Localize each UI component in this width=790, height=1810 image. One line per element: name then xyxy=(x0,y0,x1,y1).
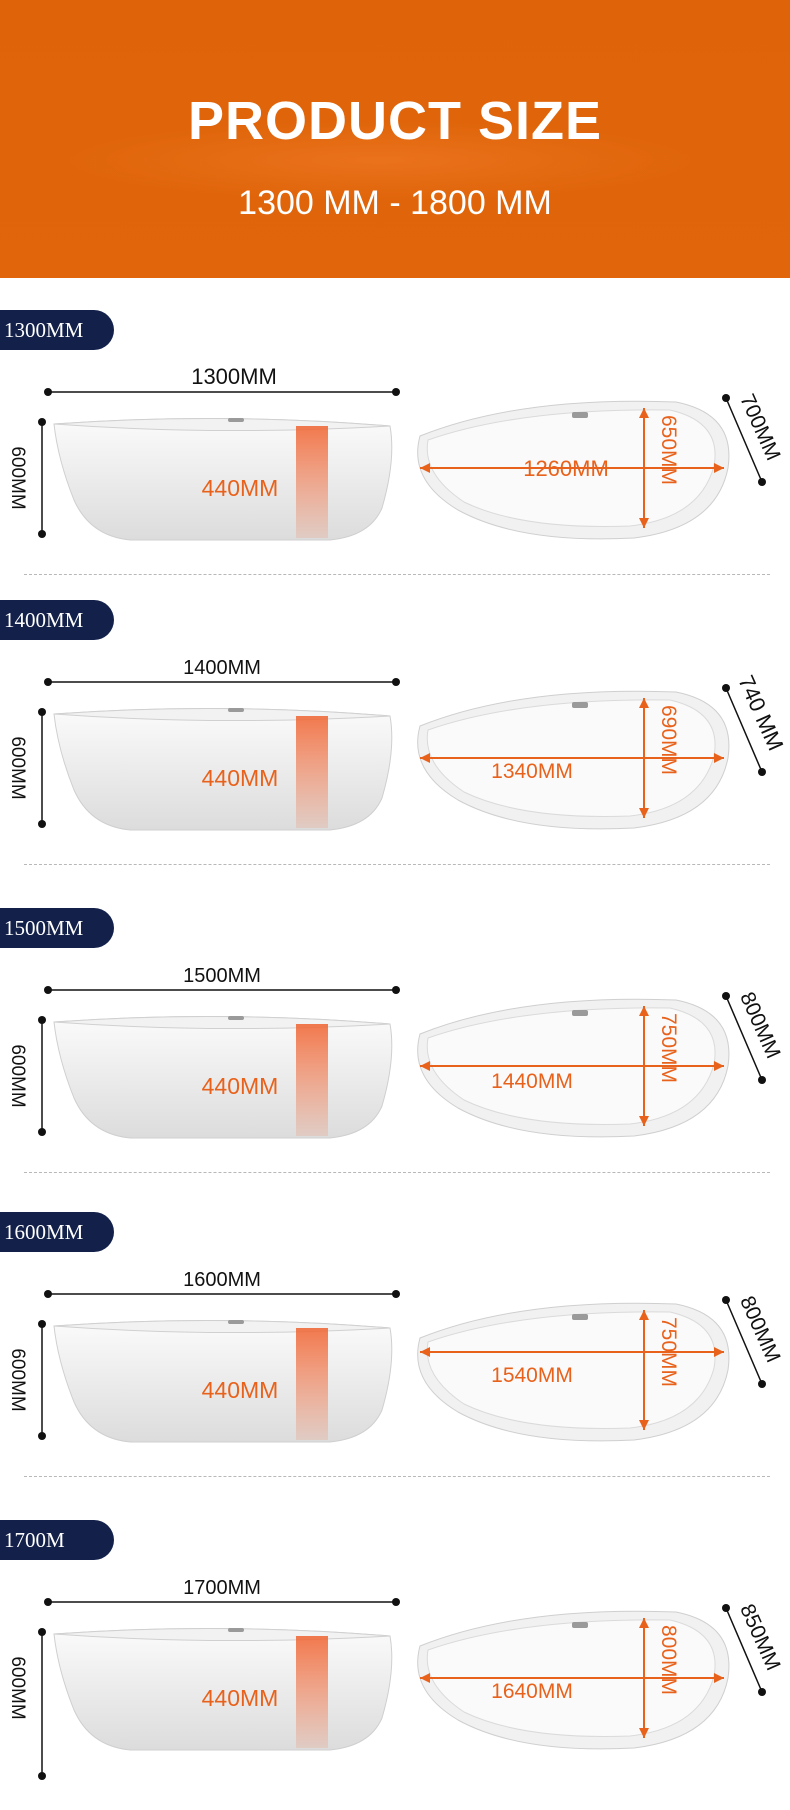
size-section-1600: 1600MM 1600MM 600MM 440MM xyxy=(0,1212,790,1502)
size-section-1700: 1700M 1700MM 600MM 440MM xyxy=(0,1520,790,1810)
depth-label: 440MM xyxy=(202,1377,279,1403)
tub-top-view: 1440MM 750MM 800MM xyxy=(417,989,785,1138)
tub-top-view: 1640MM 800MM 850MM xyxy=(417,1601,785,1750)
length-label: 1600MM xyxy=(183,1269,261,1291)
depth-label: 440MM xyxy=(202,1685,279,1711)
depth-label: 440MM xyxy=(202,475,279,501)
section-divider xyxy=(24,1476,770,1477)
inner-width-label: 750MM xyxy=(657,1013,680,1083)
inner-length-label: 1540MM xyxy=(491,1364,573,1387)
height-label: 600MM xyxy=(7,446,28,509)
depth-marker xyxy=(296,716,328,828)
depth-label: 440MM xyxy=(202,1073,279,1099)
size-badge: 1300MM xyxy=(0,310,114,350)
tub-diagram: 1600MM 600MM 440MM 1540MM 750MM 800 xyxy=(7,1269,785,1443)
height-dimension: 600MM xyxy=(7,1628,46,1780)
length-dimension: 1400MM xyxy=(44,657,400,686)
height-label: 600MM xyxy=(7,1348,28,1411)
page-subtitle: 1300 MM - 1800 MM xyxy=(238,184,552,222)
page-title: PRODUCT SIZE xyxy=(187,91,603,151)
depth-marker xyxy=(296,1636,328,1748)
inner-width-label: 750MM xyxy=(657,1317,680,1387)
tub-side-view: 440MM xyxy=(53,1627,393,1751)
tub-top-view: 1340MM 690MM 740 MM xyxy=(417,672,788,830)
height-label: 600MM xyxy=(7,1044,28,1107)
header-banner: PRODUCT SIZE 1300 MM - 1800 MM xyxy=(0,0,790,278)
depth-label: 440MM xyxy=(202,765,279,791)
length-dimension: 1300MM xyxy=(44,364,400,396)
tub-diagram: 1700MM 600MM 440MM 1640MM 800MM 850 xyxy=(7,1577,785,1780)
size-badge: 1600MM xyxy=(0,1212,114,1252)
tub-diagram: 1400MM 600MM 440MM 1340MM 690MM 740 xyxy=(7,657,788,831)
height-label: 600MM xyxy=(7,1656,28,1719)
section-divider xyxy=(24,574,770,575)
depth-marker xyxy=(296,1328,328,1440)
height-dimension: 600MM xyxy=(7,1320,46,1440)
outer-width-label: 700MM xyxy=(735,391,784,464)
header-glow xyxy=(60,120,700,200)
tub-side-view: 440MM xyxy=(53,707,393,831)
tub-top-view: 1260MM 650MM 700MM xyxy=(417,391,785,540)
inner-length-label: 1440MM xyxy=(491,1070,573,1093)
height-dimension: 600MM xyxy=(7,708,46,828)
length-dimension: 1600MM xyxy=(44,1269,400,1298)
inner-length-label: 1640MM xyxy=(491,1680,573,1703)
length-label: 1700MM xyxy=(183,1577,261,1599)
length-dimension: 1700MM xyxy=(44,1577,400,1606)
inner-width-label: 690MM xyxy=(657,705,680,775)
tub-top-view: 1540MM 750MM 800MM xyxy=(417,1293,785,1442)
section-divider xyxy=(24,1172,770,1173)
depth-marker xyxy=(296,426,328,538)
height-dimension: 600MM xyxy=(7,418,46,538)
length-dimension: 1500MM xyxy=(44,965,400,994)
tub-side-view: 440MM xyxy=(53,1319,393,1443)
length-label: 1400MM xyxy=(183,657,261,679)
tub-diagram: 1300MM 600MM 440MM 1260MM 650MM xyxy=(7,364,785,541)
tub-side-view: 440MM xyxy=(53,1015,393,1139)
size-section-1300: 1300MM 1300MM 600MM 440MM xyxy=(0,310,790,600)
section-divider xyxy=(24,864,770,865)
depth-marker xyxy=(296,1024,328,1136)
tub-diagram: 1500MM 600MM 440MM 1440MM 750MM 800 xyxy=(7,965,785,1139)
size-badge: 1700M xyxy=(0,1520,114,1560)
outer-width-label: 800MM xyxy=(735,989,784,1062)
height-dimension: 600MM xyxy=(7,1016,46,1136)
inner-width-label: 650MM xyxy=(657,415,680,485)
length-label: 1500MM xyxy=(183,965,261,987)
length-label: 1300MM xyxy=(191,364,277,389)
outer-width-label: 800MM xyxy=(735,1293,784,1366)
size-badge: 1400MM xyxy=(0,600,114,640)
tub-side-view: 440MM xyxy=(53,417,393,541)
height-label: 600MM xyxy=(7,736,28,799)
outer-width-label: 850MM xyxy=(735,1601,784,1674)
size-badge: 1500MM xyxy=(0,908,114,948)
inner-width-label: 800MM xyxy=(657,1625,680,1695)
inner-length-label: 1340MM xyxy=(491,760,573,783)
inner-length-label: 1260MM xyxy=(523,456,609,481)
size-section-1500: 1500MM 1500MM 600MM 440MM xyxy=(0,908,790,1198)
size-section-1400: 1400MM 1400MM 600MM 440MM xyxy=(0,600,790,890)
outer-width-label: 740 MM xyxy=(733,672,788,755)
